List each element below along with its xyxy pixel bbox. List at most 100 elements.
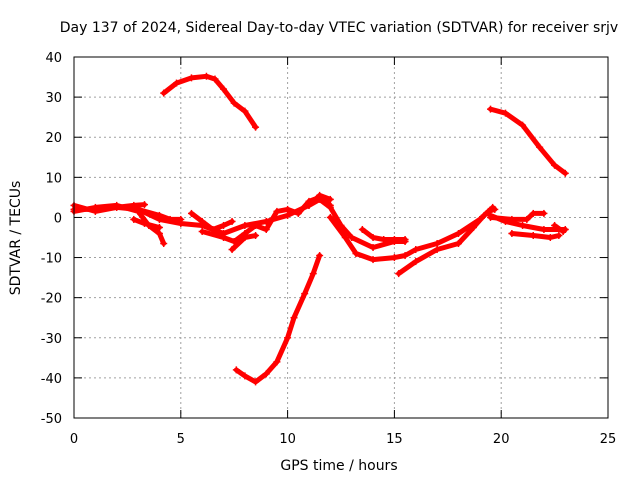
y-tick-label: 40 — [45, 51, 62, 66]
data-point — [228, 217, 236, 225]
data-point — [284, 334, 292, 342]
series-trace — [509, 231, 562, 240]
data-point — [401, 236, 409, 244]
data-point — [489, 203, 497, 211]
data-layer — [70, 72, 569, 386]
data-point — [211, 75, 219, 83]
series-arc-8 — [228, 231, 260, 254]
y-tick-label: 10 — [45, 171, 62, 186]
data-point — [433, 240, 441, 248]
data-point — [301, 290, 309, 298]
x-tick-label: 15 — [386, 432, 403, 447]
y-tick-label: -40 — [41, 372, 62, 387]
y-tick-label: 0 — [54, 211, 62, 226]
series-arc-14 — [551, 221, 567, 235]
data-point — [166, 215, 174, 223]
series-arc-19 — [134, 205, 185, 223]
data-point — [395, 270, 403, 278]
data-point — [241, 107, 249, 115]
data-point — [284, 211, 292, 219]
data-point — [241, 221, 249, 229]
data-point — [220, 85, 228, 93]
data-point — [230, 238, 238, 246]
data-point — [352, 250, 360, 258]
x-tick-label: 5 — [177, 432, 185, 447]
data-point — [412, 258, 420, 266]
series-trace — [233, 253, 323, 385]
data-point — [326, 195, 334, 203]
data-point — [523, 215, 531, 223]
series-arc-2 — [487, 105, 569, 177]
x-axis-label: GPS time / hours — [280, 458, 397, 474]
data-point — [177, 215, 185, 223]
series-arc-18 — [305, 191, 334, 209]
data-point — [160, 89, 168, 97]
data-point — [540, 209, 548, 217]
data-point — [401, 252, 409, 260]
data-point — [546, 234, 554, 241]
data-point — [309, 270, 317, 278]
data-point — [228, 246, 236, 254]
data-point — [202, 72, 210, 80]
data-point — [187, 209, 195, 217]
data-point — [232, 366, 240, 374]
data-point — [130, 201, 138, 209]
series-arc-17 — [130, 215, 163, 231]
x-tick-label: 20 — [493, 432, 510, 447]
data-point — [561, 169, 569, 177]
chart-title: Day 137 of 2024, Sidereal Day-to-day VTE… — [60, 20, 618, 36]
data-point — [187, 74, 195, 82]
data-point — [316, 252, 324, 260]
data-point — [519, 221, 527, 229]
data-point — [273, 358, 281, 366]
data-point — [241, 372, 249, 380]
data-point — [155, 211, 163, 219]
series-arc-1 — [160, 72, 260, 131]
data-point — [454, 240, 462, 248]
data-point — [209, 225, 217, 233]
data-point — [369, 256, 377, 264]
data-point — [529, 231, 537, 239]
data-point — [559, 227, 567, 235]
data-point — [540, 225, 548, 233]
x-tick-labels: 0 5 10 15 20 25 — [70, 432, 616, 447]
data-point — [501, 109, 509, 117]
y-tick-label: -50 — [41, 412, 62, 427]
data-point — [348, 234, 356, 241]
data-point — [160, 240, 168, 248]
series-arc-3 — [232, 252, 324, 386]
data-point — [358, 225, 366, 233]
x-tick-label: 25 — [600, 432, 617, 447]
data-point — [198, 217, 206, 225]
series-arc-10 — [395, 203, 497, 278]
data-point — [284, 205, 292, 213]
data-point — [252, 378, 260, 386]
data-point — [220, 234, 228, 241]
x-tick-label: 10 — [279, 432, 296, 447]
data-point — [130, 215, 138, 223]
data-point — [173, 79, 181, 87]
data-point — [412, 246, 420, 254]
series-arc-15 — [358, 225, 409, 244]
data-point — [529, 209, 537, 217]
data-point — [501, 217, 509, 225]
data-point — [536, 143, 544, 151]
data-point — [326, 201, 334, 209]
data-point — [380, 236, 388, 244]
data-point — [551, 221, 559, 229]
data-point — [294, 209, 302, 217]
data-point — [390, 236, 398, 244]
data-point — [220, 221, 228, 229]
data-point — [341, 234, 349, 241]
series-arc-12 — [487, 211, 569, 233]
data-point — [487, 105, 495, 113]
data-point — [140, 201, 148, 209]
y-tick-labels: 40 30 20 10 0 -10 -20 -30 -40 -50 — [41, 51, 62, 427]
data-point — [305, 201, 313, 209]
data-point — [252, 123, 260, 131]
data-point — [290, 314, 298, 322]
data-point — [198, 227, 206, 235]
data-point — [555, 231, 563, 239]
data-point — [262, 225, 270, 233]
data-point — [134, 205, 142, 213]
